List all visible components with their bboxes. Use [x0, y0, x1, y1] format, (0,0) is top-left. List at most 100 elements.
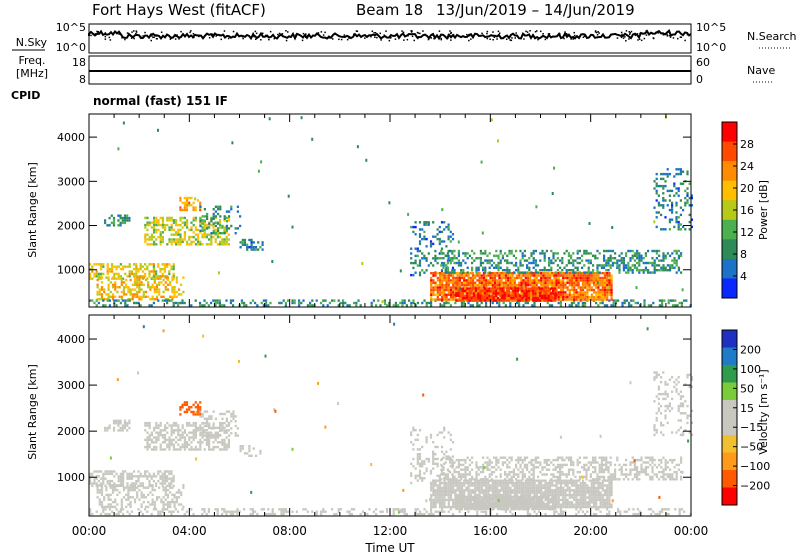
power-cell — [212, 223, 215, 227]
power-cell — [606, 281, 609, 284]
power-cell — [98, 290, 101, 294]
power-cell — [100, 265, 103, 268]
velocity-cell — [147, 493, 150, 497]
power-cell — [328, 301, 331, 305]
power-cell — [682, 208, 685, 212]
power-cell — [137, 301, 140, 305]
velocity-cell — [111, 500, 115, 504]
power-cell — [117, 275, 120, 278]
power-cell — [212, 299, 215, 302]
power-cell — [151, 295, 154, 298]
power-cell — [555, 286, 558, 289]
power-cell — [152, 301, 155, 305]
power-cell — [636, 261, 639, 265]
power-cell — [587, 266, 590, 269]
velocity-cell — [109, 498, 112, 501]
power-cell — [246, 248, 249, 251]
velocity-cell — [107, 498, 110, 501]
power-cell — [555, 296, 558, 299]
power-cell — [633, 264, 636, 267]
velocity-cell — [169, 503, 172, 506]
velocity-cell — [159, 443, 162, 446]
velocity-cell — [121, 429, 124, 432]
velocity-cell — [89, 477, 92, 480]
velocity-cell — [129, 484, 132, 487]
velocity-cell — [186, 424, 189, 427]
power-cell — [163, 275, 166, 278]
power-cell — [441, 284, 444, 287]
velocity-cell — [451, 455, 455, 458]
nsearch-point — [285, 30, 287, 32]
velocity-cell — [223, 508, 226, 511]
nsearch-point — [644, 32, 647, 34]
power-cell — [168, 263, 171, 266]
power-cell — [518, 284, 521, 287]
nsearch-point — [655, 31, 657, 34]
power-cell — [160, 295, 163, 298]
power-cell — [638, 271, 641, 274]
velocity-cell — [482, 481, 486, 485]
power-cell — [532, 259, 535, 262]
power-cell — [475, 297, 478, 300]
power-cell — [446, 252, 449, 255]
power-cell — [168, 270, 171, 273]
power-cell — [161, 221, 164, 224]
velocity-cell — [196, 403, 200, 406]
power-cell — [469, 284, 472, 287]
power-cell — [559, 288, 563, 292]
power-cell — [547, 294, 550, 297]
power-cell — [418, 261, 422, 265]
power-cell — [440, 269, 444, 272]
power-cell — [566, 286, 569, 289]
power-cell — [668, 218, 671, 221]
velocity-cell — [116, 484, 119, 487]
velocity-cell — [219, 426, 222, 430]
power-cell — [605, 264, 608, 267]
power-cell — [218, 301, 221, 305]
velocity-cell — [265, 512, 268, 516]
power-cell — [91, 265, 94, 268]
nsearch-point — [379, 32, 381, 35]
power-cell — [159, 233, 162, 236]
power-cell — [658, 269, 661, 272]
velocity-cell — [559, 510, 562, 513]
power-cell — [427, 264, 430, 267]
power-cell — [688, 213, 691, 217]
velocity-cell — [447, 481, 450, 485]
power-cell — [521, 271, 524, 274]
velocity-cell — [236, 434, 239, 437]
nsearch-point — [620, 36, 623, 39]
power-cell — [399, 269, 402, 273]
power-cell — [561, 261, 564, 265]
power-cell — [436, 276, 439, 280]
velocity-cell — [223, 441, 226, 444]
velocity-cell — [529, 481, 532, 485]
velocity-cell — [115, 422, 118, 425]
power-cell — [139, 267, 142, 271]
velocity-cell — [248, 454, 251, 457]
power-cell — [618, 254, 621, 257]
velocity-cell — [161, 477, 164, 480]
velocity-cell — [214, 417, 217, 420]
power-cell — [91, 299, 94, 302]
nsearch-point — [666, 33, 668, 36]
velocity-cell — [131, 496, 134, 499]
velocity-cell — [524, 491, 527, 494]
velocity-cell — [201, 412, 204, 416]
power-cell — [508, 294, 511, 297]
nsearch-point — [450, 39, 452, 41]
power-cell — [125, 278, 128, 282]
power-cell — [179, 199, 182, 202]
velocity-cell — [216, 441, 219, 444]
power-cell — [568, 296, 571, 299]
power-cell — [436, 237, 439, 241]
nsearch-point — [450, 31, 452, 34]
nsearch-point — [133, 37, 135, 40]
power-cell — [525, 297, 528, 300]
power-cell — [622, 257, 625, 260]
power-cell — [662, 192, 665, 195]
power-cell — [518, 274, 521, 277]
nsearch-point — [643, 37, 646, 40]
velocity-cell — [436, 474, 439, 477]
power-cell — [484, 271, 487, 274]
